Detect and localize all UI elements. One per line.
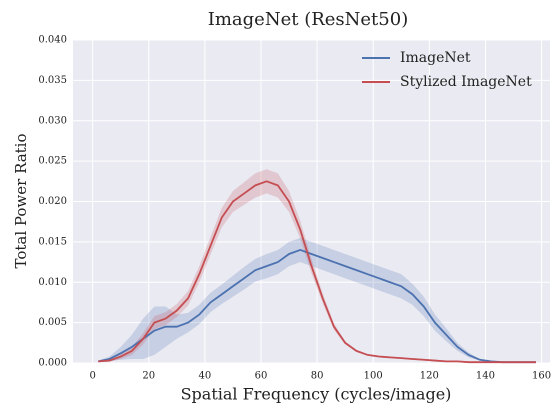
- x-tick-label: 80: [311, 371, 324, 382]
- y-tick-label: 0.005: [38, 317, 67, 328]
- error-band: [98, 169, 536, 363]
- y-tick-label: 0.010: [38, 277, 67, 288]
- error-band: [98, 237, 536, 363]
- y-tick-label: 0.020: [38, 196, 67, 207]
- y-tick-label: 0.025: [38, 156, 67, 167]
- x-tick-label: 160: [532, 371, 551, 382]
- legend-label: Stylized ImageNet: [400, 74, 532, 90]
- y-tick-label: 0.035: [38, 75, 67, 86]
- x-tick-label: 100: [364, 371, 383, 382]
- x-tick-label: 120: [420, 371, 439, 382]
- y-axis-label: Total Power Ratio: [12, 133, 30, 268]
- x-tick-label: 40: [199, 371, 212, 382]
- y-tick-label: 0.030: [38, 115, 67, 126]
- x-tick-label: 60: [255, 371, 268, 382]
- x-tick-label: 20: [142, 371, 155, 382]
- x-tick-label: 0: [89, 371, 95, 382]
- y-tick-label: 0.040: [38, 35, 67, 46]
- chart-title: ImageNet (ResNet50): [208, 9, 408, 30]
- y-tick-label: 0.000: [38, 358, 67, 369]
- y-tick-label: 0.015: [38, 236, 67, 247]
- legend-label: ImageNet: [400, 50, 471, 66]
- x-tick-label: 140: [476, 371, 495, 382]
- data-line: [98, 180, 536, 364]
- data-line: [98, 248, 536, 364]
- x-axis-label: Spatial Frequency (cycles/image): [181, 385, 452, 404]
